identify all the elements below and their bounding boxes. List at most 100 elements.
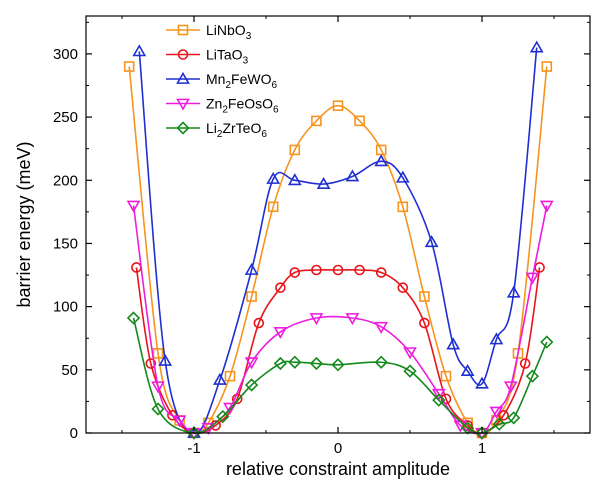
- data-point: [460, 363, 475, 377]
- y-tick-label: 200: [53, 172, 78, 189]
- data-point: [354, 115, 365, 127]
- data-point: [419, 317, 430, 329]
- data-point: [446, 337, 461, 350]
- data-point: [266, 171, 281, 184]
- y-tick-label: 100: [53, 299, 78, 316]
- data-point: [440, 370, 452, 382]
- plot-area: [123, 40, 554, 441]
- data-point: [331, 358, 345, 372]
- data-point: [354, 264, 365, 276]
- legend-label: Zn2FeOsO6: [206, 96, 279, 116]
- legend-marker: [177, 24, 189, 36]
- data-point: [345, 169, 360, 182]
- data-point: [311, 264, 322, 276]
- data-point: [132, 44, 147, 57]
- legend-marker: [177, 49, 189, 60]
- data-point: [489, 406, 504, 419]
- data-point: [431, 388, 446, 401]
- data-point: [403, 364, 417, 378]
- data-point: [275, 282, 286, 293]
- data-point: [244, 262, 259, 275]
- data-point: [475, 426, 489, 440]
- x-axis-title: relative constraint amplitude: [226, 459, 450, 479]
- x-tick-label: 1: [478, 440, 486, 457]
- y-axis-title: barrier energy (meV): [14, 141, 34, 307]
- data-point: [512, 348, 524, 359]
- data-point: [187, 426, 201, 440]
- data-point: [151, 381, 165, 394]
- x-tick-label: 0: [334, 440, 342, 457]
- series-4: [126, 311, 554, 440]
- data-point: [123, 61, 135, 72]
- data-point: [311, 115, 322, 127]
- data-point: [525, 369, 540, 383]
- data-point: [525, 272, 540, 285]
- data-point: [216, 409, 230, 424]
- legend-label: LiNbO3: [206, 22, 252, 42]
- legend-label: Mn2FeWO6: [206, 71, 277, 91]
- y-tick-label: 300: [53, 46, 78, 63]
- y-tick-label: 250: [53, 109, 78, 126]
- data-point: [309, 356, 324, 371]
- series-0: [123, 61, 553, 439]
- data-point: [539, 200, 554, 213]
- series-line: [132, 317, 548, 435]
- data-point: [158, 353, 173, 366]
- data-point: [541, 61, 553, 72]
- legend-marker: [176, 71, 190, 84]
- data-point: [492, 417, 506, 431]
- data-point: [529, 40, 544, 53]
- legend-marker: [176, 98, 190, 111]
- data-point: [287, 173, 302, 186]
- data-point: [289, 267, 301, 278]
- data-point: [126, 311, 141, 325]
- data-point: [126, 200, 141, 213]
- data-point: [540, 335, 554, 349]
- data-point: [332, 264, 344, 276]
- series-line: [132, 205, 548, 435]
- data-point: [152, 348, 164, 359]
- data-point: [273, 356, 288, 371]
- data-point: [145, 358, 157, 369]
- legend-label: LiTaO3: [206, 47, 249, 67]
- data-point: [397, 282, 409, 293]
- data-point: [223, 402, 237, 415]
- x-tick-label: -1: [187, 440, 200, 457]
- data-point: [201, 423, 216, 436]
- data-point: [172, 415, 187, 428]
- data-point: [419, 291, 430, 302]
- data-point: [432, 393, 446, 407]
- data-point: [374, 355, 388, 369]
- data-point: [397, 201, 409, 213]
- data-point: [253, 317, 265, 329]
- data-point: [489, 332, 504, 345]
- data-point: [289, 144, 301, 156]
- data-point: [151, 402, 165, 416]
- series-3: [126, 200, 554, 441]
- data-point: [309, 313, 324, 326]
- data-point: [475, 376, 489, 389]
- data-point: [403, 347, 417, 360]
- data-point: [498, 410, 509, 421]
- data-point: [244, 378, 259, 392]
- data-point: [267, 201, 279, 213]
- legend-marker: [176, 121, 190, 135]
- data-point: [519, 358, 531, 369]
- data-point: [374, 154, 389, 167]
- data-point: [503, 381, 518, 394]
- data-point: [273, 326, 288, 340]
- data-point: [345, 313, 360, 326]
- data-point: [424, 235, 439, 248]
- data-point: [507, 411, 521, 425]
- data-point: [288, 355, 302, 369]
- y-tick-label: 0: [70, 425, 78, 442]
- y-tick-label: 150: [53, 235, 78, 252]
- data-point: [244, 357, 259, 370]
- data-point: [316, 176, 331, 189]
- data-point: [395, 170, 410, 183]
- legend-label: Li2ZrTeO6: [206, 120, 267, 140]
- y-tick-label: 50: [61, 362, 78, 379]
- legend: LiNbO3 LiTaO3 Mn2FeWO6 Zn2FeOsO6 Li2ZrTeO6: [166, 22, 279, 140]
- data-point: [374, 321, 389, 334]
